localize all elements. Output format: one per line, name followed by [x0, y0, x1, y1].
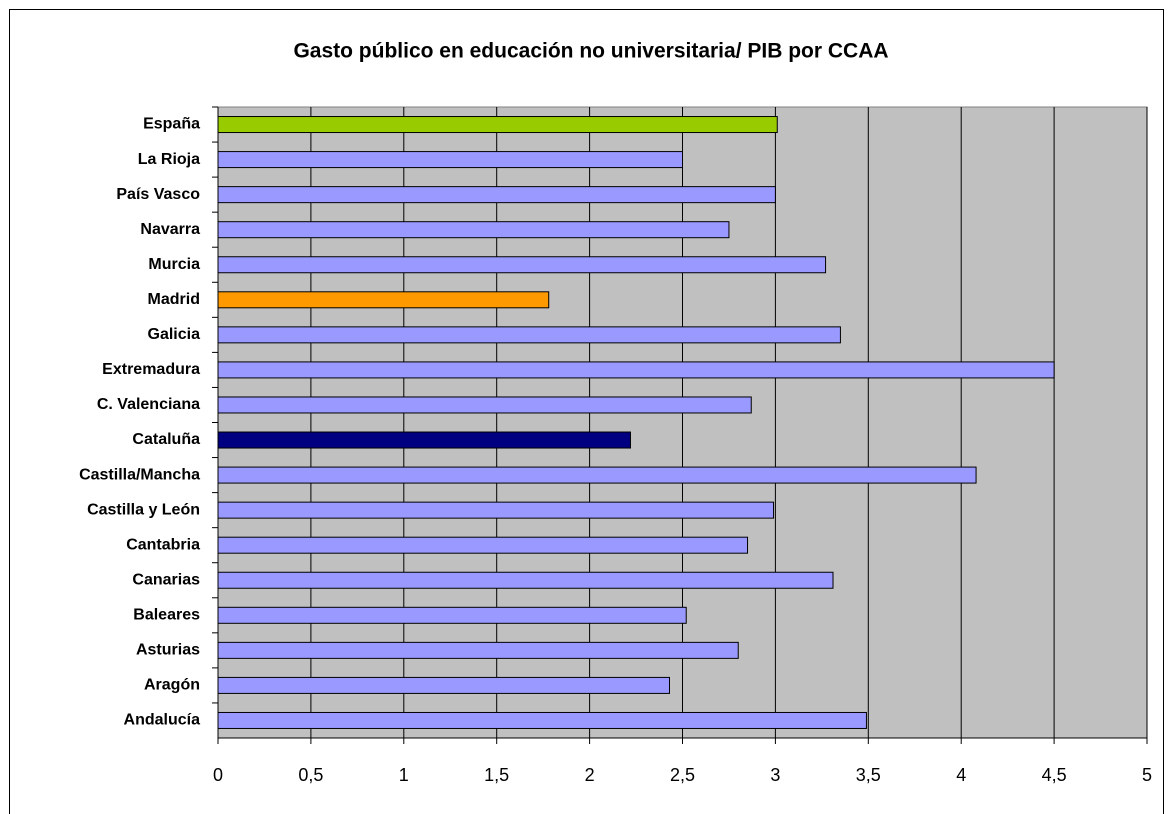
chart-title: Gasto público en educación no universita…: [293, 40, 888, 63]
y-tick-label: Aragón: [144, 677, 200, 694]
x-tick-label: 3: [770, 765, 780, 785]
x-tick-label: 1: [399, 765, 409, 785]
x-tick-label: 4: [956, 765, 966, 785]
y-tick-label: Cataluña: [132, 431, 200, 448]
bar: [217, 676, 670, 694]
bar: [217, 291, 550, 309]
y-tick-label: Madrid: [148, 291, 200, 308]
y-tick-label: Asturias: [136, 642, 200, 659]
y-tick-label: La Rioja: [138, 151, 200, 168]
y-tick-label: Extremadura: [102, 361, 200, 378]
bar: [217, 536, 749, 554]
y-tick-label: Baleares: [133, 607, 200, 624]
bar: [217, 571, 834, 589]
x-tick-label: 2: [585, 765, 595, 785]
bar: [217, 256, 827, 274]
bar: [217, 221, 730, 239]
bar: [217, 606, 687, 624]
y-tick-label: C. Valenciana: [97, 396, 200, 413]
x-tick-label: 3,5: [856, 765, 881, 785]
bar: [217, 431, 631, 449]
y-tick-label: Canarias: [132, 571, 200, 588]
y-tick-label: Galicia: [148, 326, 201, 343]
y-tick-label: España: [143, 116, 200, 133]
bar: [217, 361, 1055, 379]
y-tick-label: Navarra: [140, 221, 200, 238]
x-tick-label: 1,5: [484, 765, 509, 785]
x-tick-label: 4,5: [1042, 765, 1067, 785]
y-tick-label: Castilla y León: [87, 501, 200, 518]
bar: [217, 501, 775, 519]
y-tick-label: Murcia: [148, 256, 200, 273]
bar: [217, 641, 739, 659]
bar: [217, 116, 778, 134]
bar: [217, 711, 867, 729]
bar: [217, 186, 776, 204]
x-tick-label: 5: [1142, 765, 1152, 785]
x-tick-label: 0: [213, 765, 223, 785]
bar: [217, 326, 841, 344]
x-tick-label: 0,5: [298, 765, 323, 785]
y-tick-label: Andalucía: [124, 712, 201, 729]
y-tick-label: Cantabria: [126, 536, 200, 553]
bar: [217, 396, 752, 414]
y-tick-label: País Vasco: [116, 186, 200, 203]
x-tick-label: 2,5: [670, 765, 695, 785]
bar: [217, 466, 977, 484]
bar: [217, 151, 683, 169]
y-tick-label: Castilla/Mancha: [79, 466, 200, 483]
